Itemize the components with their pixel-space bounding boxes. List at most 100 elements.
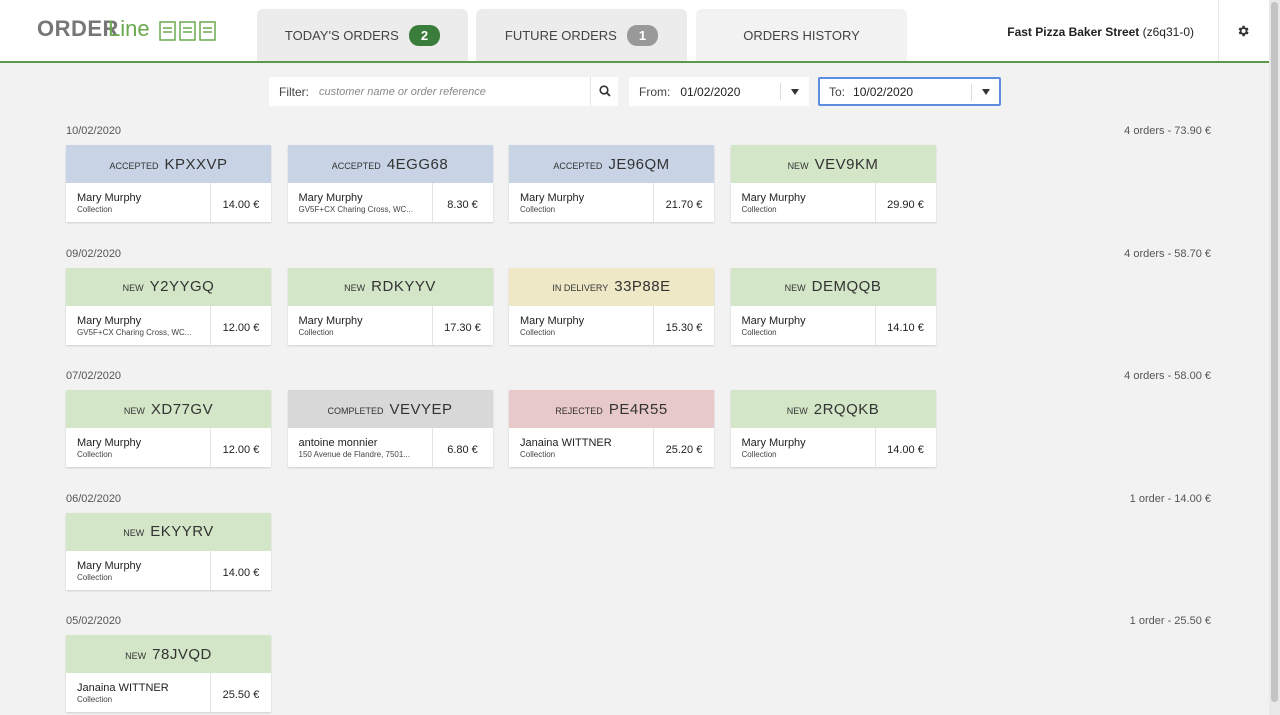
order-price: 6.80 € [447,444,478,456]
card-header: IN DELIVERY 33P88E [509,267,714,306]
card-header: NEW VEV9KM [730,145,936,183]
card-header: NEW DEMQQB [730,267,936,306]
order-price: 17.30 € [444,321,481,334]
order-ref: PE4R55 [608,400,668,418]
to-label: To: [829,84,846,99]
group-summary: 1 order - 14.00 € [1129,492,1211,505]
card-header: NEW XD77GV [66,390,271,428]
order-card[interactable]: ACCEPTED KPXXVP Mary Murphy Collection 14.00… [66,145,271,222]
divider [1218,0,1219,61]
group-summary: 1 order - 25.50 € [1129,615,1211,627]
card-header: ACCEPTED JE96QM [509,145,714,183]
order-status: NEW [787,160,809,171]
tab-label: ORDERS HISTORY [743,27,860,43]
divider [874,428,876,467]
store: Fast Pizza Baker Street (z6q31-0) [1007,25,1194,39]
order-price: 25.50 € [222,689,260,701]
divider [653,305,654,345]
from-label: From: [639,84,671,99]
order-card[interactable]: NEW RDKYYV Mary Murphy Collection 17.30 € [287,267,493,345]
logo-text: Line [108,16,150,41]
group-date: 09/02/2020 [66,247,122,260]
card-header: ACCEPTED 4EGG68 [287,145,493,183]
order-ref: Y2YYGQ [149,278,215,295]
order-status: REJECTED [555,405,603,416]
divider [780,83,781,100]
group-summary: 4 orders - 58.00 € [1124,370,1211,382]
to-select[interactable]: To: 10/02/2020 [818,77,1001,106]
scrollbar[interactable] [1269,0,1280,715]
to-value: 10/02/2020 [853,84,914,99]
scroll-thumb[interactable] [1271,2,1278,702]
divider [874,183,876,222]
tab[interactable]: FUTURE ORDERS 1 [476,9,687,61]
customer-name: Janaina WITTNER [520,437,612,449]
order-ref: JE96QM [608,155,670,173]
order-status: NEW [125,650,147,661]
order-price: 14.00 € [887,444,924,456]
customer-name: Mary Murphy [298,314,363,327]
order-detail: Collection [741,205,777,214]
order-card[interactable]: NEW 2RQQKB Mary Murphy Collection 14.00 € [730,390,936,467]
tab-active[interactable]: ORDERS HISTORY [696,9,907,61]
divider [874,305,876,345]
tab[interactable]: TODAY'S ORDERS 2 [257,9,468,61]
divider [653,428,654,467]
order-ref: 78JVQD [152,645,212,663]
order-detail: Collection [298,327,334,337]
customer-name: Mary Murphy [77,437,142,449]
filter-label: Filter: [279,84,309,99]
divider [210,183,211,222]
search-icon[interactable] [599,85,611,97]
customer-name: antoine monnier [298,437,378,449]
order-ref: EKYYRV [150,523,214,540]
order-detail: Collection [77,450,113,459]
logo-icons [159,21,216,41]
order-card[interactable]: REJECTED PE4R55 Janaina WITTNER Collection 2… [509,390,714,467]
card-header: NEW EKYYRV [66,512,271,551]
card-header: COMPLETED VEVYEP [287,390,493,428]
divider [210,550,211,590]
from-select[interactable]: From: 01/02/2020 [629,77,809,106]
order-detail: Collection [741,327,777,337]
customer-name: Mary Murphy [741,192,806,204]
divider [431,183,433,222]
filter-box[interactable]: Filter: customer name or order reference [269,77,618,106]
order-card[interactable]: NEW XD77GV Mary Murphy Collection 12.00 € [66,390,271,467]
order-card[interactable]: NEW Y2YYGQ Mary Murphy GV5F+CX Charing Cros… [66,267,271,345]
order-card[interactable]: NEW DEMQQB Mary Murphy Collection 14.10 € [730,267,936,345]
order-card[interactable]: COMPLETED VEVYEP antoine monnier 150 Avenue… [287,390,493,467]
order-card[interactable]: ACCEPTED JE96QM Mary Murphy Collection 21.70… [509,145,714,222]
group-date: 07/02/2020 [66,370,122,382]
order-card[interactable]: ACCEPTED 4EGG68 Mary Murphy GV5F+CX Charing… [287,145,493,222]
divider [653,183,654,222]
order-card[interactable]: NEW EKYYRV Mary Murphy Collection 14.00 € [66,512,271,590]
order-price: 14.00 € [222,199,260,211]
customer-name: Mary Murphy [77,192,142,204]
card-header: NEW 78JVQD [66,635,271,673]
dropdown-arrow [791,89,799,95]
order-price: 25.20 € [665,444,703,456]
divider [971,84,972,101]
group-date: 06/02/2020 [66,492,122,505]
card-header: REJECTED PE4R55 [509,390,714,428]
order-price: 12.00 € [222,321,260,334]
order-detail: Collection [77,695,113,704]
card-header: NEW RDKYYV [287,267,493,306]
order-card[interactable]: NEW VEV9KM Mary Murphy Collection 29.90 € [730,145,936,222]
store-name: Fast Pizza Baker Street [1007,25,1140,39]
order-ref: XD77GV [150,400,214,418]
order-status: NEW [784,283,806,293]
order-status: ACCEPTED [553,160,603,171]
customer-name: Mary Murphy [77,314,142,327]
filter-placeholder: customer name or order reference [319,85,486,98]
order-card[interactable]: NEW 78JVQD Janaina WITTNER Collection 25.50 … [66,635,271,712]
order-detail: Collection [520,327,556,337]
customer-name: Mary Murphy [520,314,585,327]
order-status: NEW [344,283,366,293]
order-status: IN DELIVERY [552,283,609,293]
order-ref: RDKYYV [371,278,436,295]
card-header: NEW Y2YYGQ [66,267,271,306]
order-card[interactable]: IN DELIVERY 33P88E Mary Murphy Collection 15… [509,267,714,345]
settings-icon[interactable] [1236,24,1250,38]
